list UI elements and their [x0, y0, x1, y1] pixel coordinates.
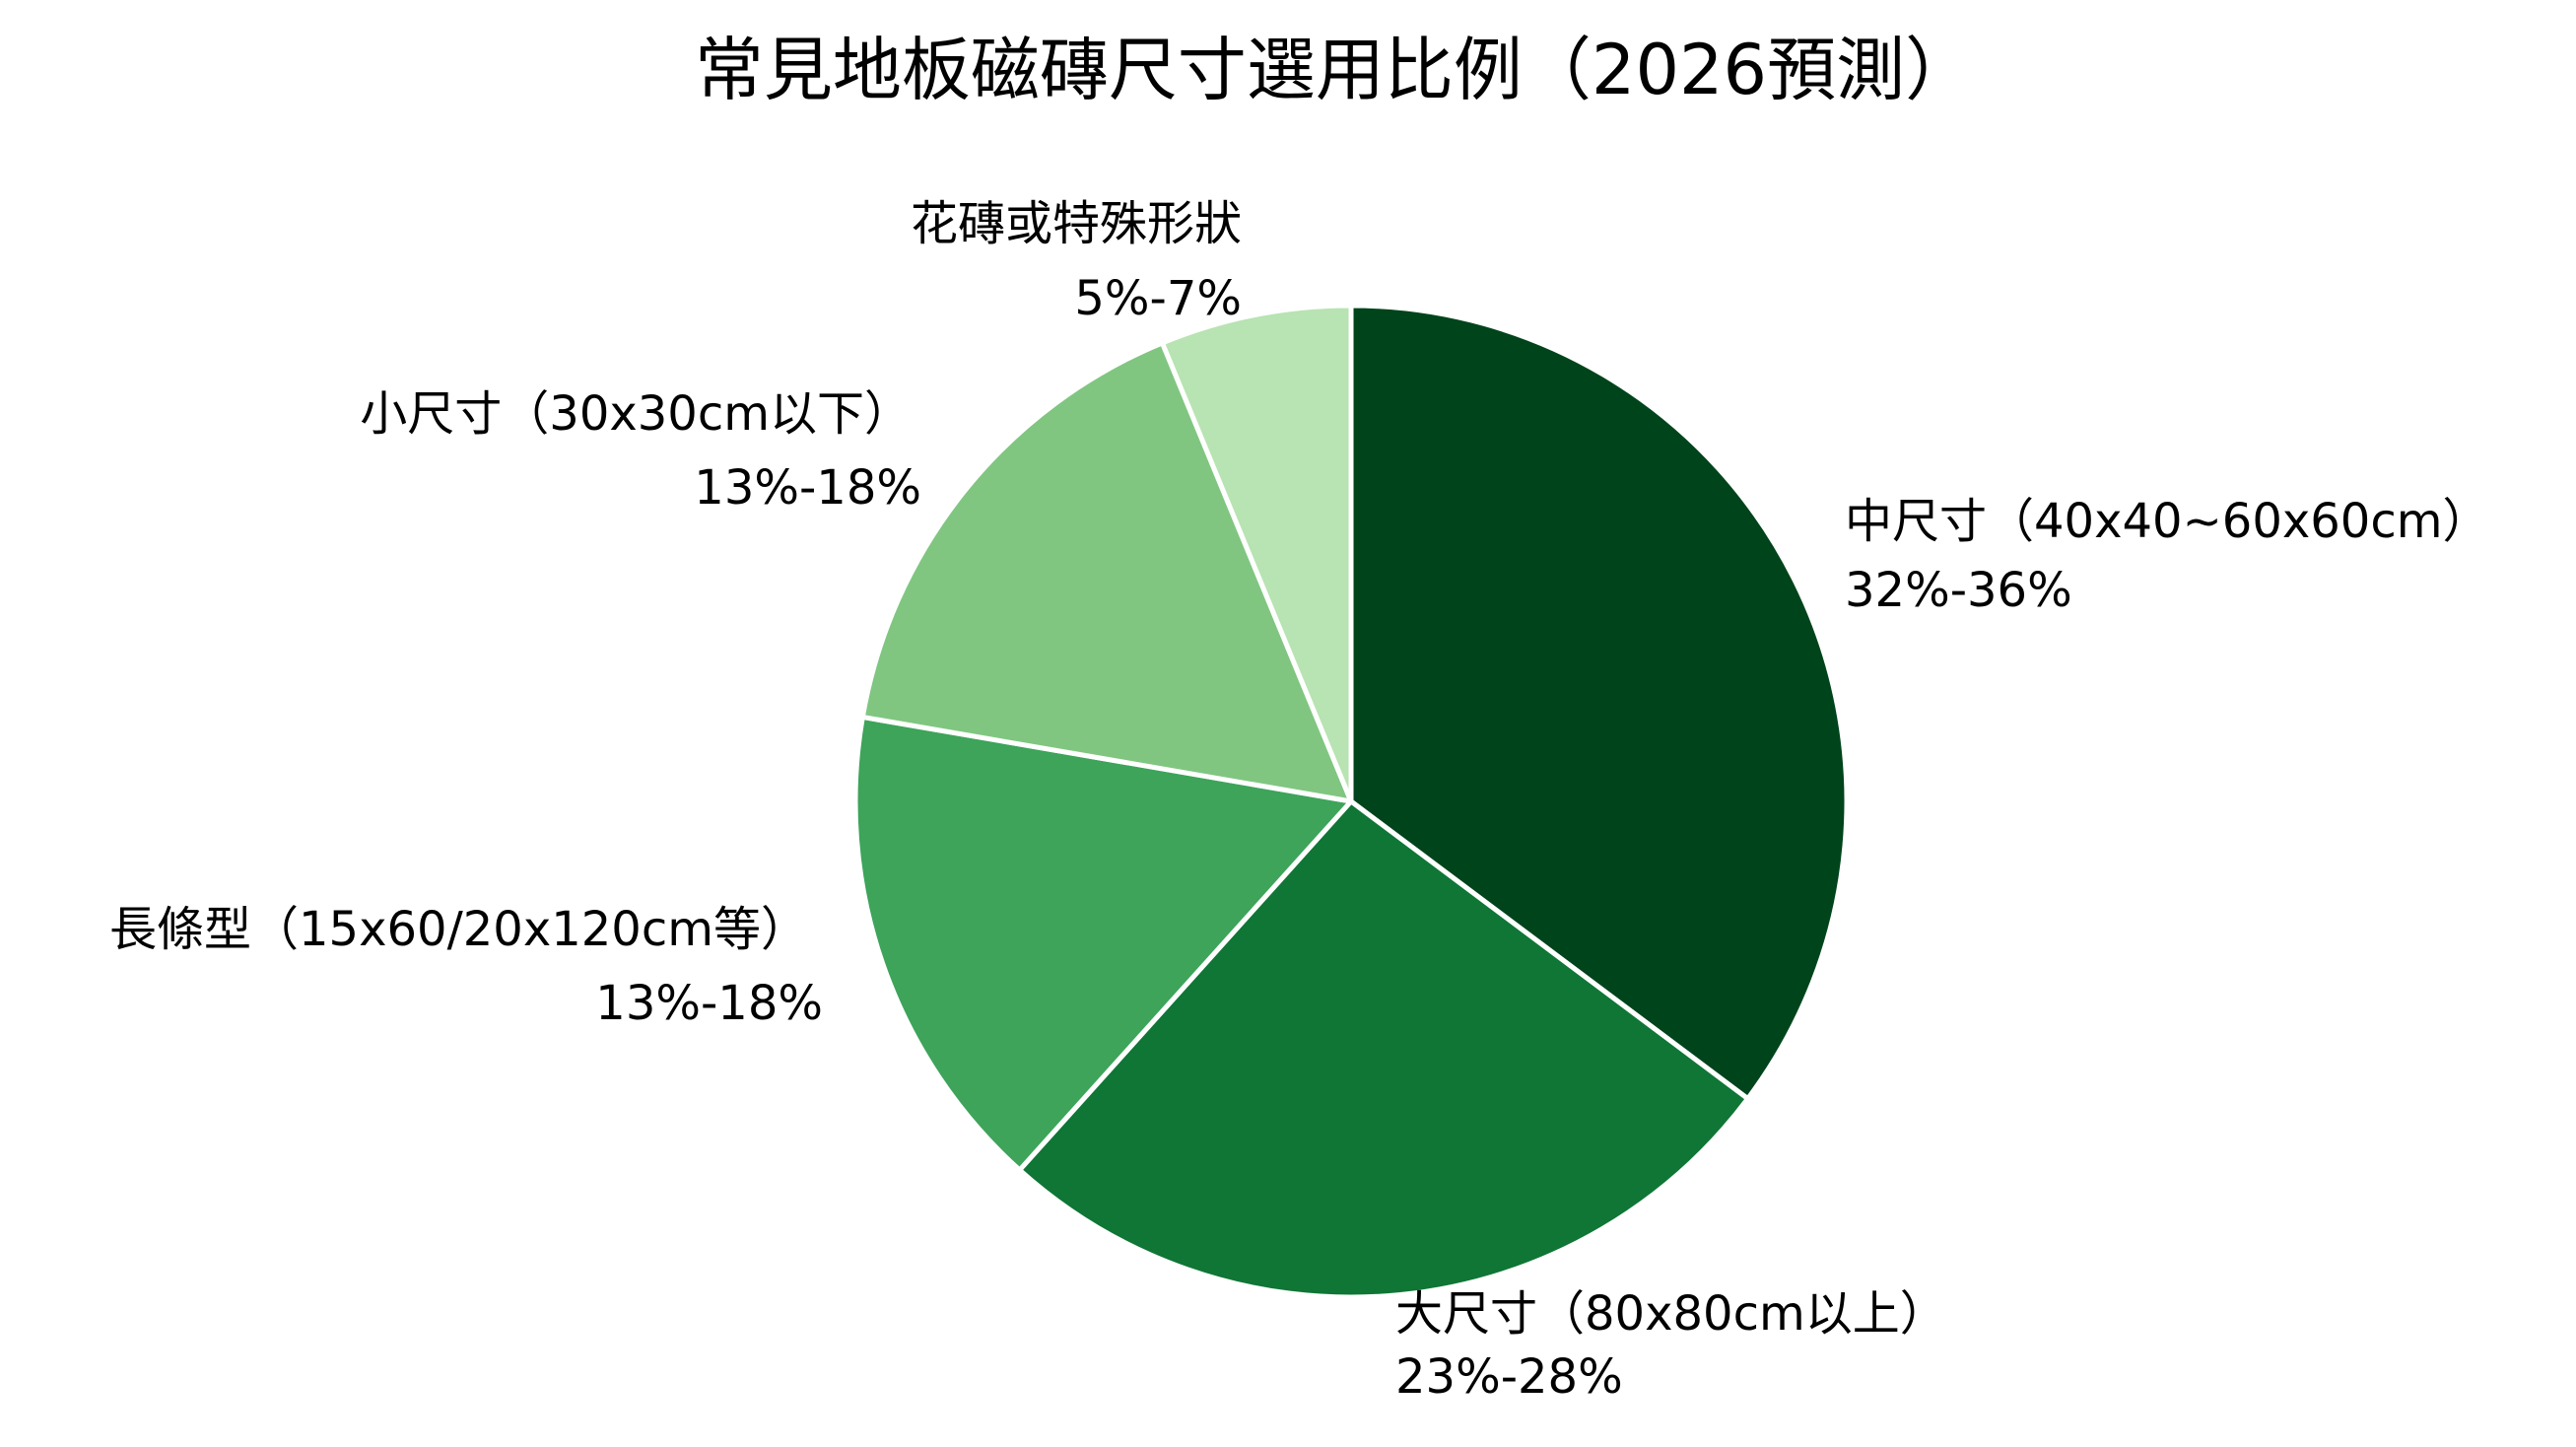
pie-slice-1 [1017, 798, 1751, 1300]
slice-label-medium: 中尺寸（40x40~60x60cm） [1845, 494, 2490, 549]
pie-slice-2 [852, 714, 1354, 1173]
pie-slice-4 [1159, 303, 1354, 804]
slice-range-medium: 32%-36% [1845, 563, 2072, 618]
chart-title: 常見地板磁磚尺寸選用比例（2026預測） [695, 30, 1974, 110]
slice-range-large: 23%-28% [1395, 1349, 1623, 1405]
slice-range-long: 13%-18% [595, 976, 823, 1031]
pie-slice-0 [1348, 303, 1850, 1102]
slice-label-long: 長條型（15x60/20x120cm等） [109, 902, 808, 957]
pie-slices [852, 303, 1850, 1300]
slice-label-special: 花磚或特殊形狀 [911, 196, 1242, 251]
pie-slice-3 [859, 340, 1354, 804]
slice-range-small: 13%-18% [694, 460, 921, 516]
slice-label-small: 小尺寸（30x30cm以下） [360, 386, 912, 442]
slice-range-special: 5%-7% [1074, 271, 1242, 326]
slice-labels: 中尺寸（40x40~60x60cm） 32%-36% 大尺寸（80x80cm以上… [109, 196, 2490, 1405]
slice-label-large: 大尺寸（80x80cm以上） [1395, 1286, 1947, 1342]
